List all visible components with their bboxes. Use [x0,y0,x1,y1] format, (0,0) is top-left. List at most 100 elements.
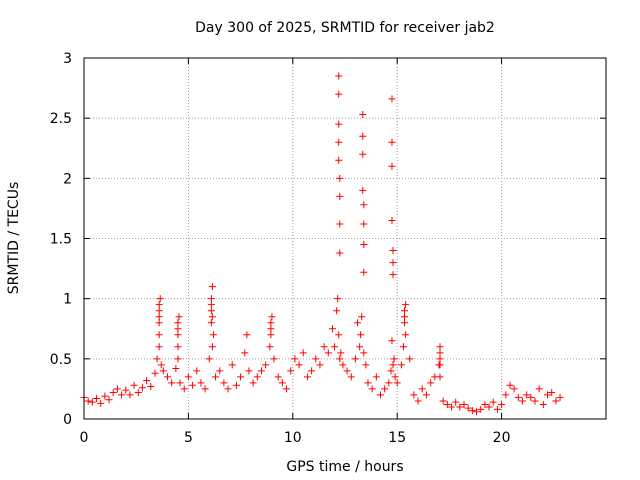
data-point [155,307,163,315]
data-point [207,307,215,315]
data-point [207,319,215,327]
data-point [295,361,303,369]
data-point [220,379,228,387]
data-point [436,349,444,357]
data-point [122,386,130,394]
data-point [113,385,121,393]
data-point [335,156,343,164]
data-point [164,373,172,381]
data-point [356,343,364,351]
data-point [101,392,109,400]
data-point [389,271,397,279]
data-point [351,355,359,363]
data-point [237,373,245,381]
data-point [388,162,396,170]
data-point [324,349,332,357]
data-point [267,331,275,339]
data-point [97,399,105,407]
data-point [498,401,506,409]
data-point [212,373,220,381]
data-point [205,355,213,363]
data-point [436,343,444,351]
data-point [232,381,240,389]
data-point [283,385,291,393]
data-point [270,355,278,363]
data-point [336,174,344,182]
x-axis-ticks: 0 5 10 15 20 [80,58,511,446]
data-point [130,381,138,389]
data-point [257,367,265,375]
x-axis-label: GPS time / hours [286,459,403,475]
data-point [359,150,367,158]
data-point [539,401,547,409]
data-point [376,391,384,399]
data-point [406,355,414,363]
y-axis-ticks: 0 0.5 1 1.5 2 2.5 3 [50,51,606,428]
data-point [153,355,161,363]
data-point [337,349,345,357]
data-point [155,343,163,351]
data-point [468,407,476,415]
data-point [241,349,249,357]
data-point [216,367,224,375]
data-points [80,72,564,416]
data-point [452,398,460,406]
data-point [339,361,347,369]
data-point [207,295,215,303]
data-point [335,138,343,146]
data-point [155,319,163,327]
data-point [360,349,368,357]
x-tick-label: 5 [184,430,193,446]
data-point [93,395,101,403]
chart-title: Day 300 of 2025, SRMTID for receiver jab… [195,20,495,36]
data-point [436,355,444,363]
data-point [388,95,396,103]
x-tick-label: 10 [284,430,302,446]
data-point [414,397,422,405]
data-point [109,389,117,397]
data-point [155,331,163,339]
data-point [506,381,514,389]
data-point [208,313,216,321]
data-point [105,396,113,404]
data-point [481,401,489,409]
data-point [402,331,410,339]
data-point [88,398,96,406]
data-point [328,325,336,333]
data-point [368,385,376,393]
data-point [336,249,344,257]
data-point [308,367,316,375]
data-point [401,307,409,315]
data-point [387,367,395,375]
data-point [456,403,464,411]
data-point [262,361,270,369]
data-point [514,393,522,401]
data-point [84,397,92,405]
data-point [360,241,368,249]
y-tick-label: 2.5 [50,111,72,127]
data-point [291,355,299,363]
data-point [347,373,355,381]
data-point [389,361,397,369]
data-point [208,343,216,351]
data-point [523,391,531,399]
data-point [268,313,276,321]
data-point [333,307,341,315]
data-point [320,343,328,351]
data-point [201,385,209,393]
data-point [477,405,485,413]
data-point [527,393,535,401]
data-point [502,391,510,399]
data-point [359,132,367,140]
data-point [364,379,372,387]
data-point [174,331,182,339]
y-tick-label: 0 [63,412,72,428]
data-point [447,403,455,411]
data-point [243,331,251,339]
data-point [436,361,444,369]
data-point [336,192,344,200]
data-point [174,343,182,351]
data-point [175,313,183,321]
y-tick-label: 1.5 [50,232,72,248]
